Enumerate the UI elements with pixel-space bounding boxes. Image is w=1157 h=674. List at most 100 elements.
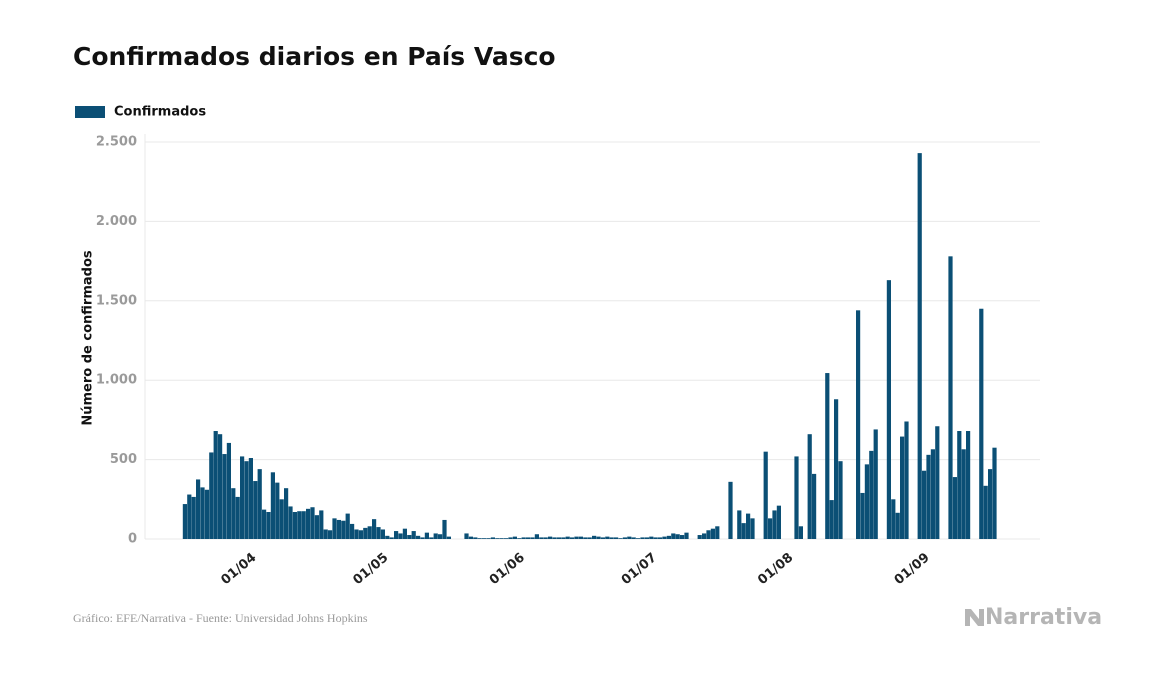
bar bbox=[257, 469, 262, 539]
bar bbox=[763, 451, 768, 539]
bar bbox=[728, 481, 733, 539]
y-tick-label: 500 bbox=[110, 452, 137, 467]
bar bbox=[200, 487, 205, 539]
bar bbox=[275, 482, 280, 539]
bar bbox=[534, 534, 539, 539]
bar bbox=[952, 477, 957, 539]
bar bbox=[614, 537, 619, 539]
y-axis-label: Número de confirmados bbox=[81, 250, 96, 426]
bar bbox=[218, 434, 223, 539]
bar bbox=[966, 431, 971, 539]
bar bbox=[548, 536, 553, 539]
bar bbox=[556, 537, 561, 539]
bar bbox=[482, 538, 487, 539]
bar bbox=[328, 530, 333, 539]
bar bbox=[284, 488, 289, 539]
bar bbox=[798, 526, 803, 539]
chart-title: Confirmados diarios en País Vasco bbox=[73, 42, 556, 71]
bar bbox=[592, 535, 597, 539]
x-tick-label: 01/05 bbox=[350, 550, 391, 588]
bar bbox=[636, 538, 641, 539]
bar bbox=[402, 528, 407, 539]
bar bbox=[468, 536, 473, 539]
bar bbox=[812, 473, 817, 539]
bar bbox=[618, 538, 623, 539]
bar bbox=[684, 532, 689, 539]
bar bbox=[900, 436, 905, 539]
bar bbox=[235, 496, 240, 539]
bar bbox=[873, 429, 878, 539]
bar bbox=[385, 535, 390, 539]
bar bbox=[658, 537, 663, 539]
bar bbox=[244, 461, 249, 539]
bar bbox=[922, 470, 927, 539]
bar bbox=[741, 523, 746, 539]
bar bbox=[935, 426, 940, 539]
bar bbox=[750, 518, 755, 539]
bar bbox=[948, 256, 953, 539]
bar bbox=[222, 454, 227, 539]
bar bbox=[583, 537, 588, 539]
bar bbox=[710, 528, 715, 539]
bar bbox=[561, 537, 566, 539]
legend-swatch bbox=[75, 106, 105, 118]
bar bbox=[336, 519, 341, 539]
bar bbox=[706, 530, 711, 539]
bar bbox=[266, 512, 271, 539]
bar bbox=[292, 512, 297, 539]
x-tick-label: 01/07 bbox=[619, 550, 660, 588]
bar bbox=[446, 536, 451, 539]
bar bbox=[209, 452, 214, 539]
bar bbox=[504, 538, 509, 539]
bar bbox=[829, 500, 834, 539]
bar bbox=[917, 153, 922, 539]
bar bbox=[983, 485, 988, 539]
bar bbox=[248, 458, 253, 539]
bar bbox=[499, 538, 504, 539]
bar bbox=[341, 520, 346, 539]
bar bbox=[354, 529, 359, 539]
bar bbox=[539, 537, 544, 539]
bar bbox=[772, 510, 777, 539]
bar bbox=[477, 538, 482, 539]
bar bbox=[420, 537, 425, 539]
bar bbox=[565, 536, 570, 539]
bar bbox=[834, 399, 839, 539]
bar bbox=[314, 515, 319, 539]
bar bbox=[675, 534, 680, 539]
bar bbox=[376, 527, 381, 539]
bar bbox=[231, 488, 236, 539]
bar bbox=[380, 529, 385, 539]
bar bbox=[411, 531, 416, 539]
bar bbox=[737, 510, 742, 539]
bar bbox=[288, 506, 293, 539]
bar bbox=[961, 449, 966, 539]
bar bbox=[930, 449, 935, 539]
bar bbox=[776, 505, 781, 539]
bar bbox=[543, 537, 548, 539]
bar bbox=[262, 509, 267, 539]
logo: Narrativa bbox=[985, 605, 1102, 630]
bar bbox=[253, 481, 258, 539]
bar bbox=[649, 536, 654, 539]
bar bbox=[407, 535, 412, 539]
bar bbox=[495, 538, 500, 539]
bar bbox=[279, 499, 284, 539]
bar bbox=[627, 536, 632, 539]
legend-label: Confirmados bbox=[114, 105, 206, 120]
bar bbox=[680, 535, 685, 539]
plot: 0 500 1.000 1.500 2.000 2.500 01/04 01/05 01/06 0… bbox=[96, 135, 1040, 588]
bar bbox=[715, 526, 720, 539]
bar bbox=[957, 431, 962, 539]
bar bbox=[671, 533, 676, 539]
bar bbox=[864, 464, 869, 539]
bar bbox=[424, 532, 429, 539]
bar bbox=[869, 450, 874, 539]
bar bbox=[416, 535, 421, 539]
bar bbox=[367, 526, 372, 539]
bar bbox=[662, 536, 667, 539]
bar bbox=[860, 492, 865, 539]
bar bbox=[187, 494, 192, 539]
x-tick-label: 01/06 bbox=[487, 550, 528, 588]
x-tick-label: 01/08 bbox=[755, 550, 796, 588]
